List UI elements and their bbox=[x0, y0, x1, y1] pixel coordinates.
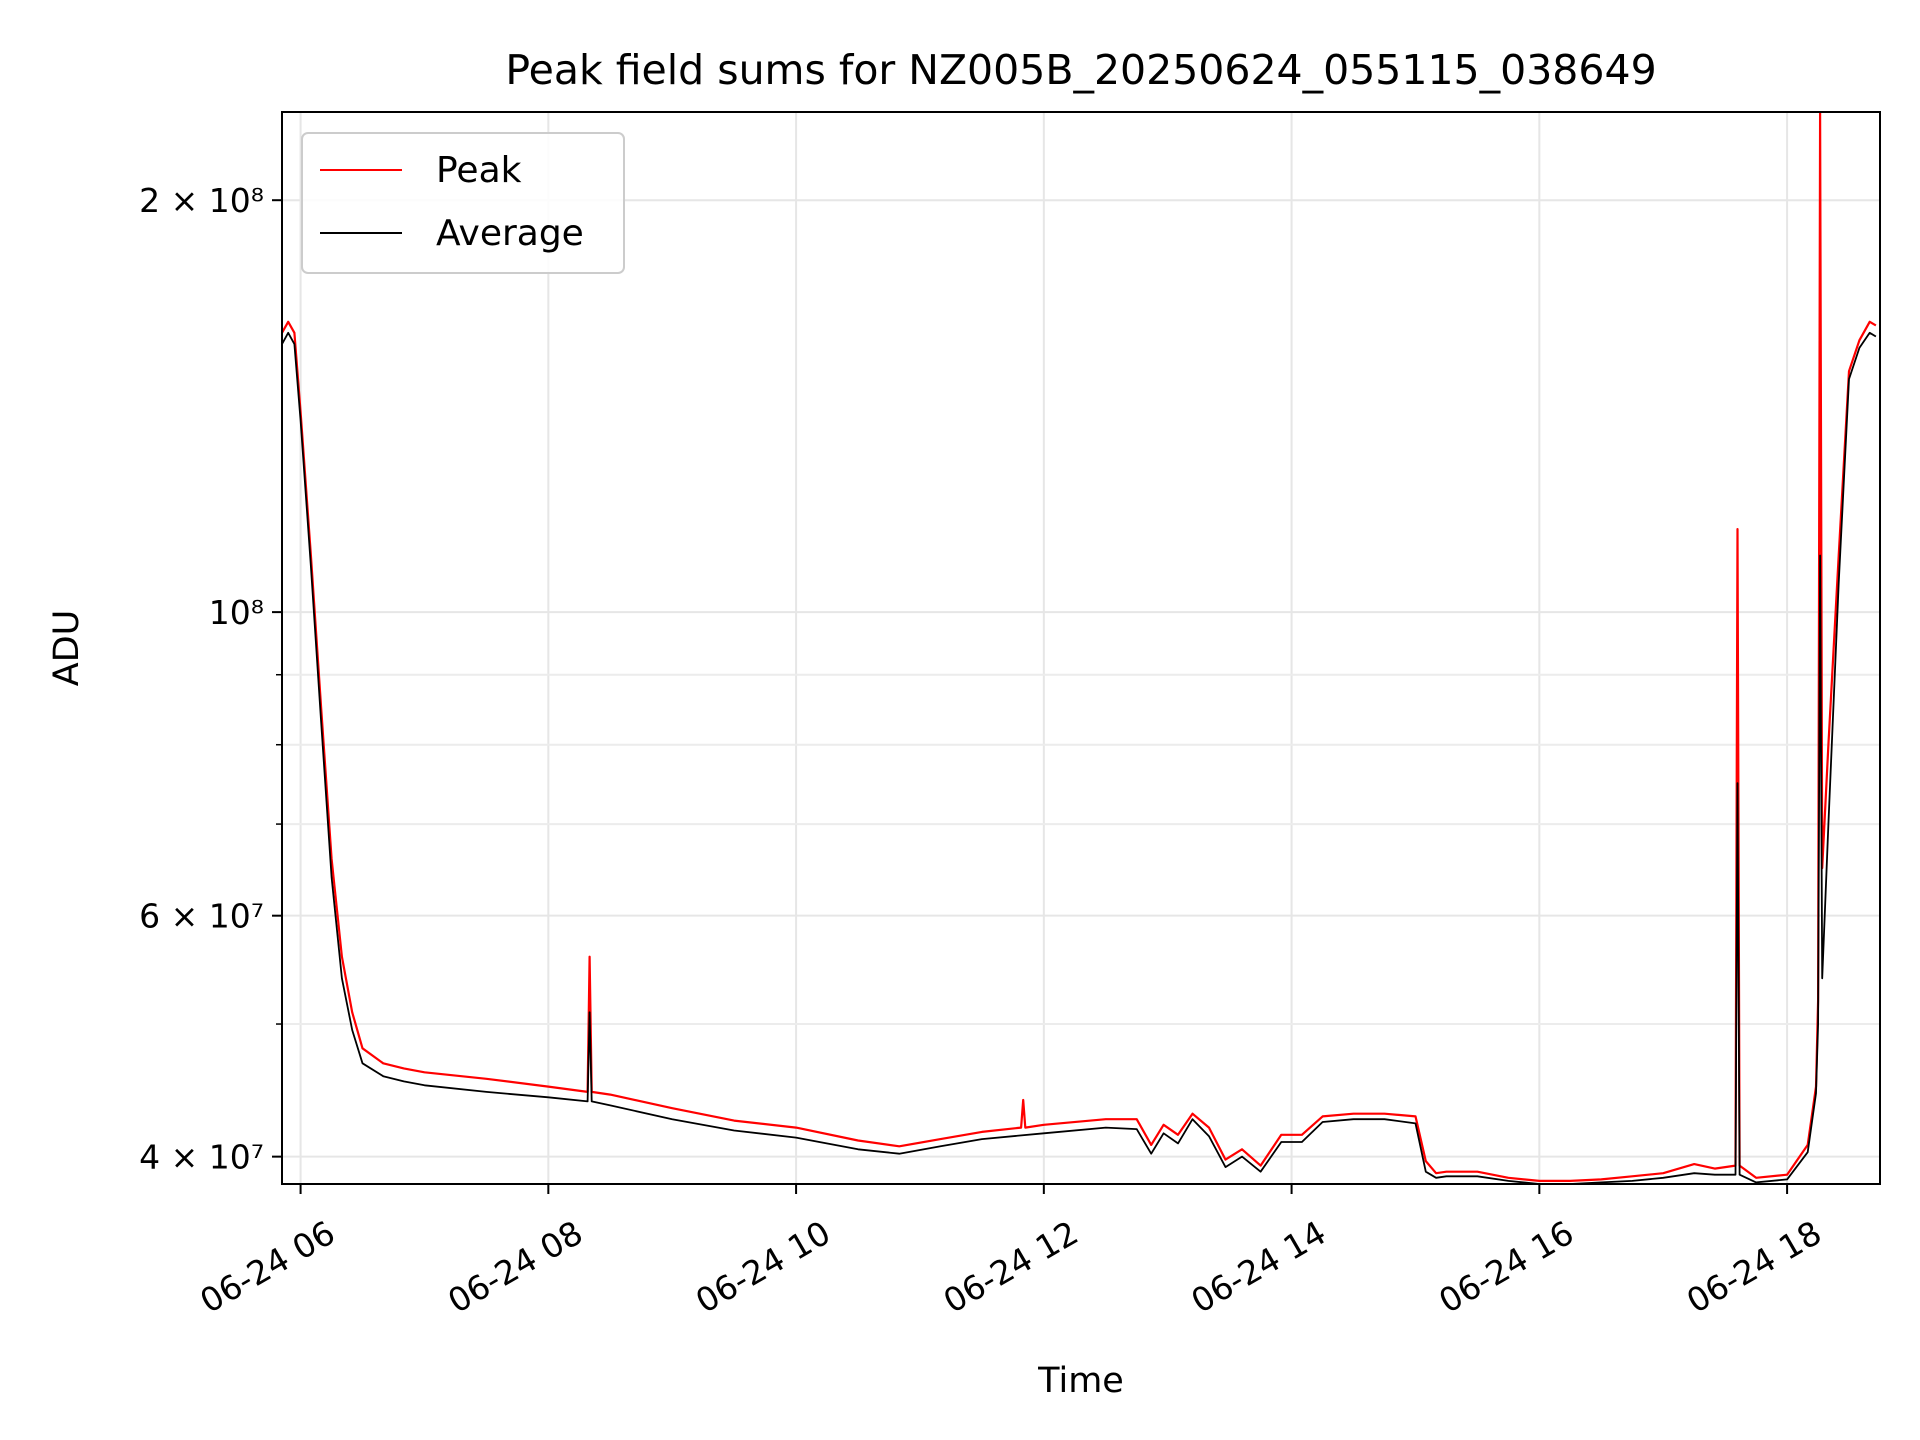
series-layer bbox=[282, 112, 1877, 1184]
legend: Peak Average bbox=[301, 132, 625, 274]
y-axis-label: ADU bbox=[47, 610, 87, 687]
y-tick-label: 4 × 10⁷ bbox=[139, 1138, 264, 1177]
series-average-line bbox=[282, 331, 1877, 1184]
y-tick-label: 6 × 10⁷ bbox=[139, 897, 264, 936]
grid bbox=[282, 112, 1880, 1184]
legend-box bbox=[301, 132, 625, 274]
y-tick-label: 2 × 10⁸ bbox=[139, 181, 264, 220]
plot-frame bbox=[281, 111, 1881, 1185]
y-axis: 2 × 10⁸ 10⁸ 6 × 10⁷ 4 × 10⁷ bbox=[139, 181, 282, 1177]
y-tick-label: 10⁸ bbox=[209, 593, 264, 632]
legend-label-peak: Peak bbox=[436, 150, 522, 191]
x-axis-label: Time bbox=[1037, 1361, 1124, 1401]
legend-label-average: Average bbox=[436, 213, 584, 254]
chart-title: Peak field sums for NZ005B_20250624_0551… bbox=[505, 46, 1656, 94]
series-peak-line bbox=[282, 112, 1877, 1183]
